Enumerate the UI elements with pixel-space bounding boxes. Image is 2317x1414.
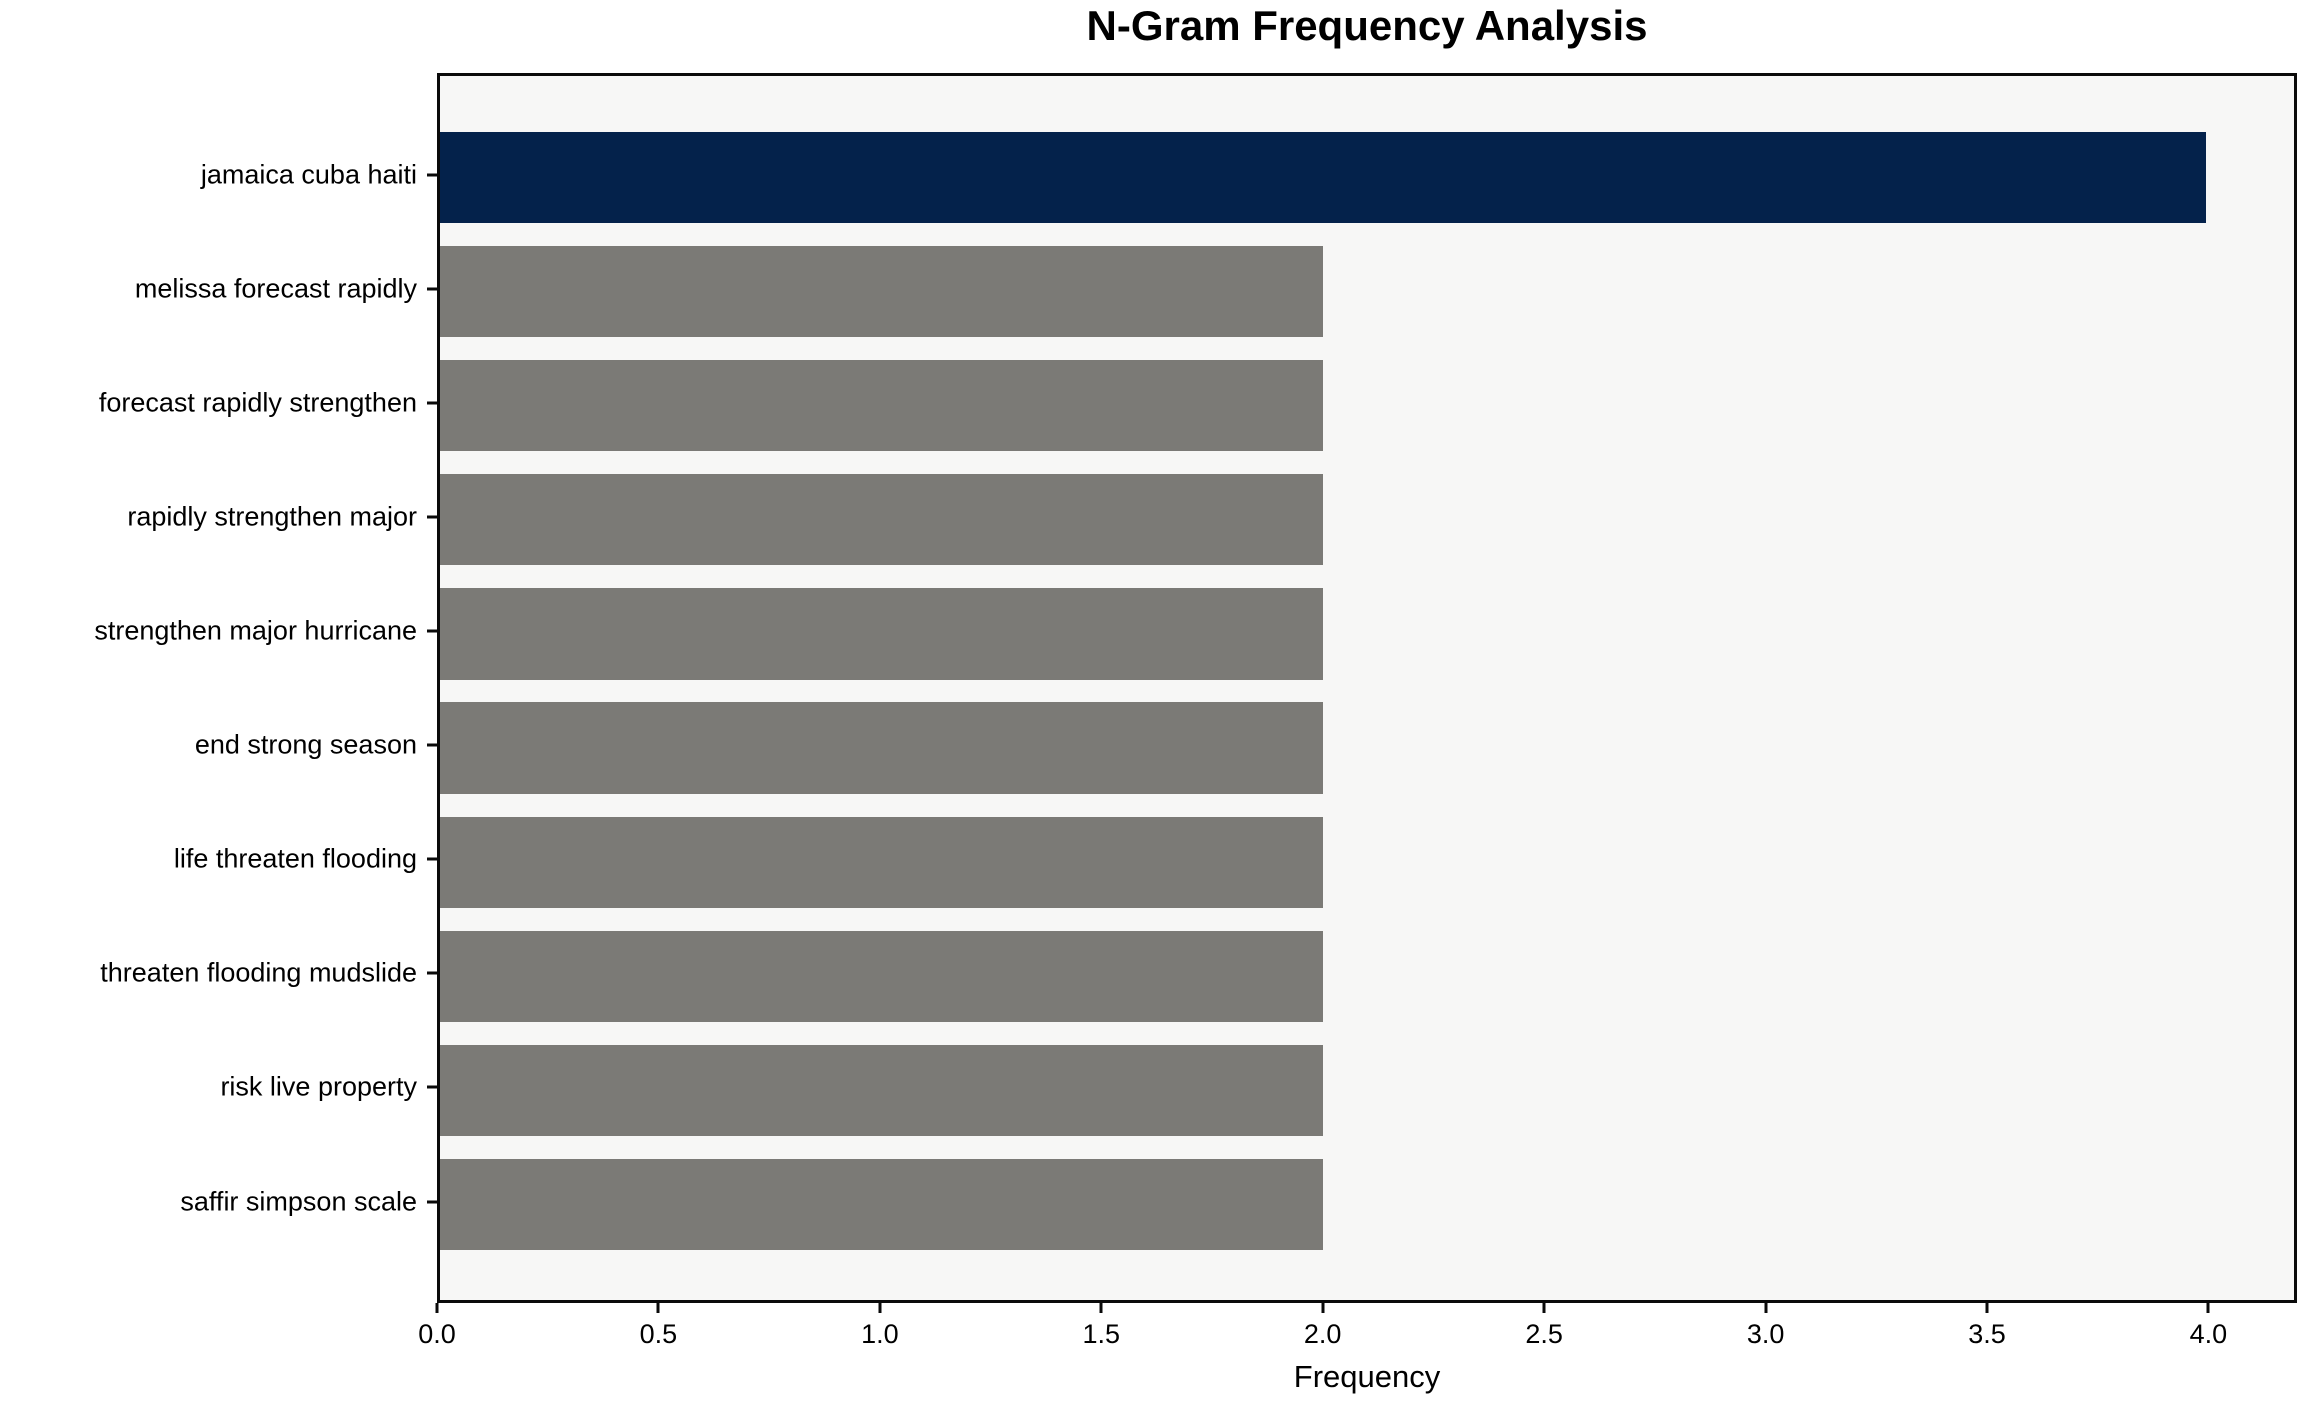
bar-risk-live-property (440, 1044, 1323, 1136)
y-tick-label: forecast rapidly strengthen (98, 387, 417, 418)
bar-end-strong-season (440, 702, 1323, 794)
x-tick-mark (1985, 1303, 1989, 1313)
x-tick-label: 0.0 (418, 1319, 456, 1349)
y-tick-mark (427, 515, 437, 519)
y-tick-label: saffir simpson scale (180, 1186, 417, 1216)
y-tick-label: life threaten flooding (173, 843, 417, 874)
x-tick-label: 4.0 (2189, 1319, 2228, 1349)
y-tick-label: melissa forecast rapidly (134, 273, 417, 304)
bar-threaten-flooding-mudslide (440, 930, 1323, 1022)
y-tick-mark (427, 629, 437, 633)
x-tick-mark (1321, 1303, 1325, 1313)
x-tick-mark (2206, 1303, 2210, 1313)
y-tick-label: risk live property (220, 1071, 417, 1102)
y-tick-label: end strong season (194, 729, 417, 760)
x-tick-label: 2.0 (1303, 1319, 1342, 1349)
bar-forecast-rapidly-strengthen (440, 360, 1323, 452)
x-tick-mark (1099, 1303, 1103, 1313)
bar-melissa-forecast-rapidly (440, 246, 1323, 338)
x-tick-mark (435, 1303, 439, 1313)
y-tick-mark (427, 173, 437, 176)
bar-saffir-simpson-scale (440, 1158, 1323, 1251)
x-tick-label: 0.5 (639, 1319, 678, 1349)
x-tick-mark (878, 1303, 882, 1313)
x-tick-label: 2.5 (1525, 1319, 1563, 1349)
bar-strengthen-major-hurricane (440, 588, 1323, 680)
plot-area (437, 73, 2297, 1303)
x-tick-label: 1.5 (1082, 1319, 1121, 1349)
x-tick-label: 3.0 (1746, 1319, 1785, 1349)
bar-rapidly-strengthen-major (440, 474, 1323, 566)
y-tick-mark (427, 971, 437, 975)
y-tick-mark (427, 1200, 437, 1203)
y-tick-mark (427, 287, 437, 291)
y-tick-label: jamaica cuba haiti (200, 159, 417, 189)
y-tick-mark (427, 857, 437, 861)
bar-jamaica-cuba-haiti (440, 131, 2206, 224)
x-tick-mark (656, 1303, 660, 1313)
chart-title: N-Gram Frequency Analysis (1086, 2, 1648, 49)
x-axis-label: Frequency (1293, 1359, 1441, 1394)
x-tick-mark (1542, 1303, 1546, 1313)
y-tick-mark (427, 743, 437, 747)
y-tick-label: rapidly strengthen major (127, 501, 417, 532)
y-tick-label: threaten flooding mudslide (100, 957, 417, 988)
y-tick-label: strengthen major hurricane (94, 615, 417, 646)
y-tick-mark (427, 1085, 437, 1089)
bar-life-threaten-flooding (440, 816, 1323, 908)
y-tick-mark (427, 401, 437, 405)
x-tick-label: 3.5 (1968, 1319, 2006, 1349)
x-tick-label: 1.0 (861, 1319, 899, 1349)
x-tick-mark (1764, 1303, 1768, 1313)
